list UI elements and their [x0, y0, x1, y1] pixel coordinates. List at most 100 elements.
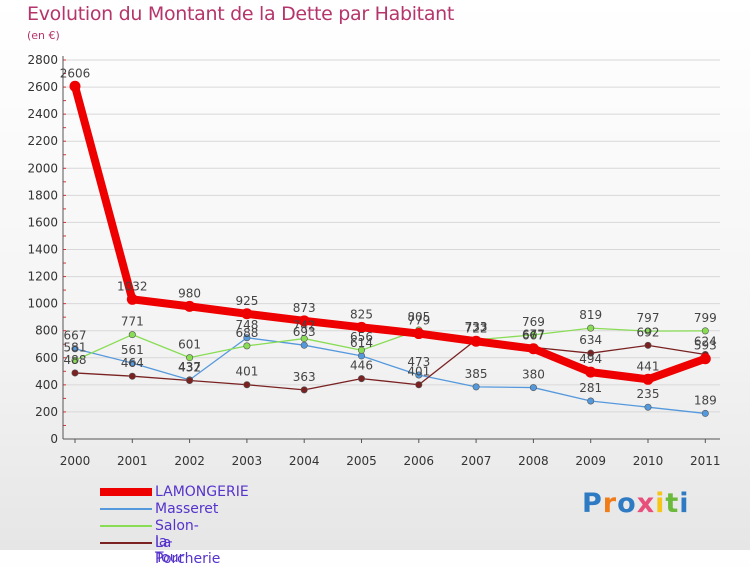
data-label: 2606 — [60, 66, 91, 80]
data-label: 693 — [293, 325, 316, 339]
data-point — [69, 80, 81, 92]
data-label: 189 — [694, 393, 717, 407]
data-point — [415, 371, 423, 379]
x-tick-label: 2000 — [60, 454, 91, 468]
data-label: 363 — [293, 370, 316, 384]
proxiti-logo: Proxiti — [582, 488, 690, 519]
data-label: 925 — [235, 294, 258, 308]
x-tick-label: 2005 — [346, 454, 377, 468]
data-label: 446 — [350, 359, 373, 373]
data-label: 692 — [637, 325, 660, 339]
data-point — [587, 397, 595, 405]
y-tick-label: 800 — [35, 324, 58, 338]
data-point — [701, 409, 709, 417]
legend-label: La Porcherie — [155, 535, 221, 567]
x-tick-label: 2007 — [461, 454, 492, 468]
x-tick-label: 2009 — [575, 454, 606, 468]
data-label: 1032 — [117, 279, 148, 293]
data-label: 733 — [465, 320, 488, 334]
data-label: 614 — [350, 336, 373, 350]
data-point — [300, 386, 308, 394]
data-label: 805 — [407, 310, 430, 324]
data-point — [470, 335, 482, 347]
x-tick-label: 2002 — [174, 454, 205, 468]
data-point — [128, 359, 136, 367]
data-label: 980 — [178, 286, 201, 300]
data-label: 769 — [522, 315, 545, 329]
y-tick-label: 0 — [50, 432, 58, 446]
data-point — [126, 293, 138, 305]
data-label: 799 — [694, 311, 717, 325]
data-point — [186, 377, 194, 385]
data-label: 494 — [579, 352, 602, 366]
data-label: 281 — [579, 381, 602, 395]
data-label: 601 — [178, 338, 201, 352]
data-label: 473 — [407, 355, 430, 369]
x-tick-label: 2006 — [404, 454, 435, 468]
y-tick-label: 600 — [35, 351, 58, 365]
data-label: 779 — [407, 314, 430, 328]
data-label: 722 — [465, 321, 488, 335]
logo-letter: o — [617, 488, 637, 519]
data-point — [184, 300, 196, 312]
legend-swatch — [100, 488, 152, 496]
y-tick-label: 1800 — [27, 188, 58, 202]
data-label: 656 — [350, 330, 373, 344]
grid-lines — [63, 59, 720, 440]
axes: 0 200 400 600 800 1000 1200 1400 1600 1800 2000 220… — [27, 53, 720, 468]
y-tick-label: 1600 — [27, 215, 58, 229]
data-label: 742 — [293, 319, 316, 333]
data-point — [243, 342, 251, 350]
data-label: 561 — [121, 343, 144, 357]
data-label: 401 — [407, 365, 430, 379]
line-chart: 0 200 400 600 800 1000 1200 1400 1600 1800 2000 220… — [27, 53, 720, 468]
y-tick-label: 200 — [35, 405, 58, 419]
data-point — [243, 381, 251, 389]
data-label: 464 — [121, 356, 144, 370]
data-label: 488 — [64, 353, 87, 367]
series-line-lamongerie — [71, 82, 710, 384]
y-tick-label: 2800 — [27, 53, 58, 67]
y-tick-label: 2600 — [27, 80, 58, 94]
data-label: 748 — [235, 318, 258, 332]
data-point — [587, 324, 595, 332]
data-point — [356, 321, 367, 333]
data-label: 634 — [579, 333, 602, 347]
data-label: 733 — [465, 320, 488, 334]
data-point — [300, 335, 308, 343]
data-point — [413, 328, 425, 340]
data-point — [128, 331, 136, 339]
logo-letter: t — [665, 488, 680, 519]
data-label: 819 — [579, 308, 602, 322]
data-label: 688 — [235, 326, 258, 340]
series-layer — [69, 80, 711, 417]
data-labels: 2606 1032 980 925 873 825 779 722 667 494 441 593 66… — [60, 66, 717, 407]
series-line-masseret — [74, 337, 706, 415]
data-point — [585, 366, 597, 378]
data-label: 235 — [637, 387, 660, 401]
y-tick-label: 2000 — [27, 161, 58, 175]
data-label: 624 — [694, 335, 717, 349]
y-tick-label: 1000 — [27, 297, 58, 311]
data-label: 385 — [465, 367, 488, 381]
data-label: 873 — [293, 301, 316, 315]
y-tick-label: 1400 — [27, 243, 58, 257]
data-point — [243, 334, 251, 342]
legend-label: LAMONGERIE — [155, 484, 249, 500]
data-point — [357, 346, 365, 354]
data-point — [128, 372, 136, 380]
data-label: 401 — [235, 365, 258, 379]
chart-subtitle: (en €) — [27, 29, 60, 42]
data-label: 667 — [522, 329, 545, 343]
data-label: 797 — [637, 311, 660, 325]
data-point — [71, 369, 79, 377]
data-label: 581 — [64, 340, 87, 354]
data-label: 380 — [522, 368, 545, 382]
logo-letter: r — [602, 488, 618, 519]
logo-letter: x — [636, 488, 656, 519]
data-point — [529, 384, 537, 392]
data-label: 825 — [350, 307, 373, 321]
data-point — [587, 349, 595, 357]
x-tick-label: 2001 — [117, 454, 148, 468]
x-tick-label: 2004 — [289, 454, 320, 468]
